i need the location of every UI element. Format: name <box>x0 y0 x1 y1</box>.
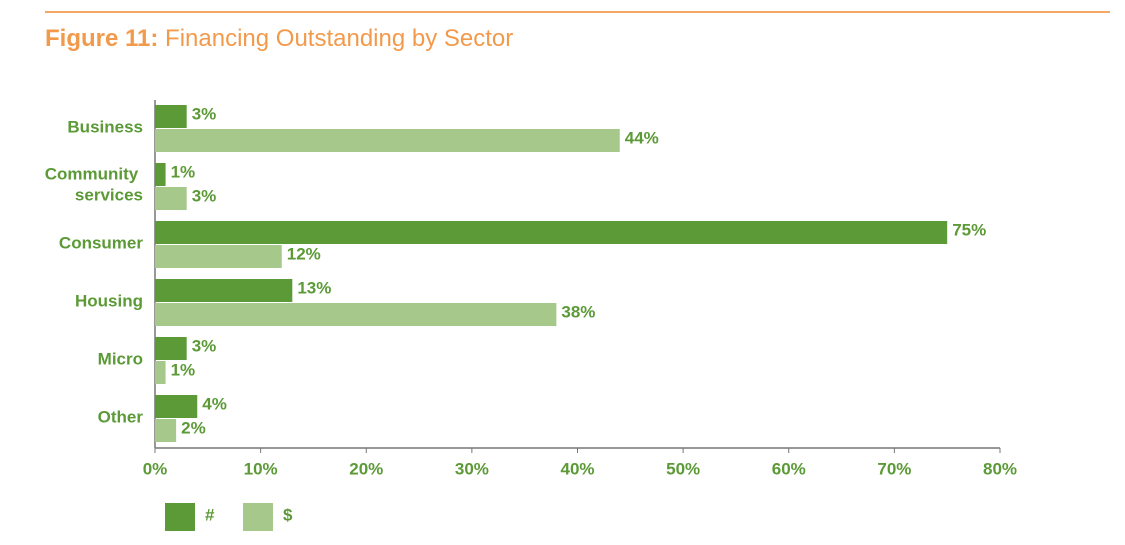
bar <box>155 279 293 302</box>
x-tick-label: 30% <box>455 459 489 478</box>
value-label: 75% <box>952 220 986 239</box>
legend-swatch <box>165 503 195 531</box>
legend-swatch <box>243 503 273 531</box>
bar <box>155 361 166 384</box>
title-text: Financing Outstanding by Sector <box>165 25 513 52</box>
value-label: 12% <box>287 244 321 263</box>
value-label: 2% <box>181 418 206 437</box>
value-label: 38% <box>561 302 595 321</box>
x-tick-label: 60% <box>772 459 806 478</box>
x-tick-label: 40% <box>560 459 594 478</box>
bar <box>155 419 177 442</box>
bar <box>155 105 187 128</box>
y-tick-label: Housing <box>75 291 143 310</box>
value-label: 4% <box>202 394 227 413</box>
x-tick-label: 80% <box>983 459 1017 478</box>
value-label: 44% <box>625 128 659 147</box>
y-tick-label: Consumer <box>59 233 143 252</box>
value-label: 3% <box>192 336 217 355</box>
bar <box>155 337 187 360</box>
bar <box>155 163 166 186</box>
bar <box>155 245 282 268</box>
bar <box>155 129 620 152</box>
x-tick-label: 0% <box>143 459 168 478</box>
y-tick-label: Business <box>67 117 143 136</box>
bar <box>155 221 948 244</box>
figure-label: Figure 11: <box>45 25 158 52</box>
x-tick-label: 70% <box>877 459 911 478</box>
value-label: 3% <box>192 186 217 205</box>
bar <box>155 187 187 210</box>
legend-label: $ <box>283 505 293 524</box>
value-label: 1% <box>171 360 196 379</box>
x-tick-label: 10% <box>244 459 278 478</box>
bar <box>155 395 198 418</box>
x-tick-label: 20% <box>349 459 383 478</box>
legend-label: # <box>205 505 215 524</box>
bar <box>155 303 557 326</box>
y-tick-label: Community services <box>45 165 143 205</box>
y-tick-label: Micro <box>98 349 143 368</box>
value-label: 3% <box>192 104 217 123</box>
value-label: 13% <box>297 278 331 297</box>
x-tick-label: 50% <box>666 459 700 478</box>
y-tick-label: Other <box>98 407 144 426</box>
value-label: 1% <box>171 162 196 181</box>
chart-title: Figure 11: Financing Outstanding by Sect… <box>45 25 513 52</box>
